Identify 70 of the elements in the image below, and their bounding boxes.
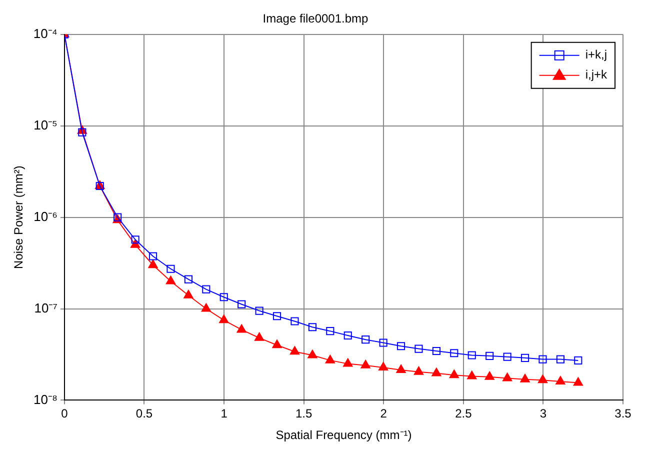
y-axis-title: Noise Power (mm²) <box>12 166 26 269</box>
point <box>484 371 494 380</box>
point <box>450 349 458 358</box>
legend-label: i+k,j <box>585 48 608 62</box>
point <box>414 366 424 375</box>
y-tick-label: 10⁻⁶ <box>34 208 58 224</box>
point <box>378 362 388 370</box>
point <box>468 351 476 360</box>
x-tick-label: 1 <box>220 406 228 421</box>
x-tick-label: 3.5 <box>614 406 632 421</box>
point <box>396 342 406 350</box>
point <box>344 331 352 340</box>
point <box>432 368 442 376</box>
y-tick-label: 10⁻⁸ <box>33 392 58 407</box>
point <box>503 352 512 361</box>
point <box>166 264 175 273</box>
point <box>78 128 86 136</box>
point <box>360 360 370 368</box>
point <box>486 352 494 360</box>
point <box>184 290 194 298</box>
point <box>449 370 459 378</box>
x-axis-title: Spatial Frequency (mm⁻¹) <box>276 428 412 442</box>
point <box>573 377 583 386</box>
point <box>556 376 566 385</box>
point <box>166 276 176 284</box>
point <box>148 252 158 260</box>
point <box>538 355 547 364</box>
y-tick-label: 10⁻⁴ <box>33 26 58 41</box>
point <box>255 306 264 315</box>
point <box>272 340 282 348</box>
y-tick-label: 10⁻⁷ <box>34 300 58 316</box>
point <box>202 285 210 294</box>
x-tick-label: 3 <box>540 406 547 421</box>
x-tick-label: 2 <box>380 406 388 421</box>
point <box>290 346 300 355</box>
x-tick-label: 1.5 <box>295 406 312 421</box>
x-tick-label: 0 <box>61 406 68 421</box>
point <box>520 354 530 362</box>
point <box>520 374 530 382</box>
point <box>379 338 388 347</box>
point <box>220 293 228 302</box>
y-tick-label: 10⁻⁵ <box>34 117 58 132</box>
point <box>538 374 548 384</box>
point <box>201 303 211 312</box>
point <box>290 317 299 326</box>
point <box>308 350 318 358</box>
point <box>272 312 282 320</box>
point <box>308 323 316 332</box>
point <box>219 314 229 324</box>
point <box>502 372 512 382</box>
point <box>326 327 334 336</box>
x-tick-label: 2.5 <box>455 406 472 421</box>
point <box>148 260 158 268</box>
point <box>556 355 564 364</box>
point <box>414 344 423 353</box>
point <box>238 300 246 308</box>
legend-label: i,j+k <box>585 68 608 82</box>
point <box>184 275 192 284</box>
point <box>396 364 406 373</box>
point <box>131 236 140 244</box>
point <box>362 336 370 344</box>
point <box>343 358 353 367</box>
x-tick-label: 0.5 <box>136 406 153 421</box>
point <box>254 332 264 341</box>
point <box>325 354 335 364</box>
point <box>574 356 582 364</box>
point <box>432 346 440 356</box>
point <box>236 324 246 333</box>
chart-title: Image file0001.bmp <box>262 12 369 26</box>
point <box>467 370 477 380</box>
